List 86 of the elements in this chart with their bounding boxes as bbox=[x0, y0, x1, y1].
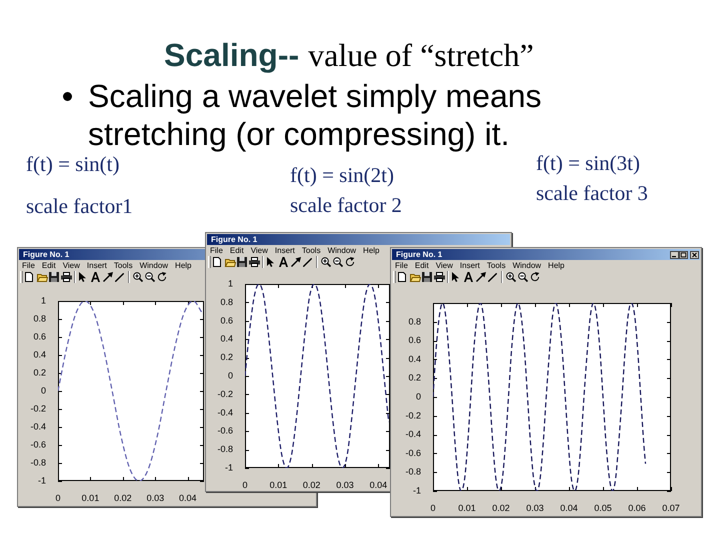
chart-subtitle: scale factor 3 bbox=[536, 181, 648, 205]
x-tick-label: 0.02 bbox=[302, 480, 320, 490]
y-tick-label: -1 bbox=[38, 475, 46, 486]
text: Figure No. 1 bbox=[396, 250, 442, 259]
text: Window bbox=[328, 246, 356, 255]
line-series bbox=[245, 284, 390, 468]
x-tick-label: 0 bbox=[242, 480, 248, 490]
y-tick-label: -0.2 bbox=[30, 403, 46, 414]
y-tick-label: 0.4 bbox=[33, 349, 46, 360]
text: Insert bbox=[274, 246, 295, 255]
text: Window bbox=[140, 261, 168, 270]
y-tick-label: 0 bbox=[416, 391, 421, 402]
text: Tools bbox=[486, 261, 506, 270]
x-tick-label: 0 bbox=[55, 492, 61, 503]
text: File bbox=[210, 246, 223, 255]
line-series bbox=[58, 301, 203, 481]
line-series bbox=[433, 303, 646, 491]
y-tick-label: -1 bbox=[412, 485, 421, 496]
text: View bbox=[250, 246, 268, 255]
y-tick-label: 0 bbox=[228, 370, 233, 380]
y-tick-label: -0.4 bbox=[405, 429, 421, 440]
y-tick-label: -0.2 bbox=[217, 388, 233, 399]
y-tick-label: 0.6 bbox=[408, 335, 421, 346]
y-tick-label: 0.8 bbox=[33, 313, 46, 324]
text: Insert bbox=[86, 261, 107, 270]
x-tick-label: 0.01 bbox=[82, 492, 100, 503]
text: value of “stretch” bbox=[308, 37, 534, 73]
text: Scaling-- bbox=[164, 37, 300, 73]
text: Edit bbox=[414, 261, 429, 270]
text: Help bbox=[548, 261, 564, 270]
y-tick-label: -0.8 bbox=[405, 466, 421, 477]
y-tick-label: 0.6 bbox=[220, 315, 233, 326]
text: Help bbox=[363, 246, 380, 255]
chart-subtitle: scale factor 2 bbox=[290, 193, 402, 217]
y-tick-label: -0.2 bbox=[405, 410, 421, 420]
y-tick-label: -0.6 bbox=[30, 439, 46, 450]
y-tick-label: -0.6 bbox=[217, 426, 233, 436]
y-tick-label: 0.4 bbox=[220, 334, 233, 344]
y-tick-label: -0.8 bbox=[30, 457, 46, 468]
text: Tools bbox=[302, 246, 321, 255]
x-tick-label: 0.06 bbox=[628, 502, 646, 513]
x-tick-label: 0.02 bbox=[114, 492, 132, 503]
x-tick-label: 0.03 bbox=[526, 502, 544, 513]
y-tick-label: 0.2 bbox=[33, 367, 46, 378]
y-tick-label: 0.4 bbox=[408, 354, 421, 364]
x-tick-label: 0.03 bbox=[146, 492, 164, 503]
y-tick-label: 1 bbox=[40, 295, 46, 306]
y-tick-label: -0.4 bbox=[30, 421, 46, 432]
y-tick-label: 0 bbox=[40, 385, 46, 396]
y-tick-label: 0.2 bbox=[220, 352, 233, 362]
text: Scaling a wavelet simply means stretching (or compressing) it. bbox=[88, 78, 542, 152]
x-tick-label: 0.04 bbox=[179, 492, 197, 503]
y-tick-label: 0.6 bbox=[33, 331, 46, 342]
y-tick-label: -0.4 bbox=[217, 407, 233, 418]
text: File bbox=[395, 261, 408, 270]
text: Figure No. 1 bbox=[23, 250, 70, 259]
text: Edit bbox=[42, 261, 56, 270]
chart-title: f(t) = sin(t) bbox=[26, 152, 120, 176]
text: Insert bbox=[460, 261, 480, 270]
x-tick-label: 0.05 bbox=[594, 502, 612, 513]
text: Figure No. 1 bbox=[211, 235, 258, 244]
x-tick-label: 0.01 bbox=[270, 480, 288, 490]
y-tick-label: 0.8 bbox=[408, 316, 421, 326]
y-tick-label: 1 bbox=[228, 278, 233, 288]
x-tick-label: 0.07 bbox=[662, 502, 680, 513]
text: File bbox=[22, 261, 35, 270]
text: Tools bbox=[114, 261, 133, 270]
y-tick-label: -0.6 bbox=[405, 448, 421, 458]
x-tick-label: 0.04 bbox=[560, 502, 578, 513]
y-tick-label: -0.8 bbox=[217, 444, 233, 454]
x-tick-label: 0.01 bbox=[458, 502, 476, 513]
text: Window bbox=[512, 261, 542, 270]
text: Edit bbox=[230, 246, 244, 255]
y-tick-label: 0.2 bbox=[408, 372, 421, 383]
x-tick-label: 0.04 bbox=[370, 480, 388, 490]
text: Help bbox=[175, 261, 192, 270]
x-tick-label: 0 bbox=[430, 502, 436, 513]
text: View bbox=[436, 261, 453, 270]
x-tick-label: 0.03 bbox=[336, 480, 354, 490]
text: View bbox=[62, 261, 80, 270]
chart-subtitle: scale factor1 bbox=[26, 194, 133, 218]
y-tick-label: 0.8 bbox=[220, 296, 233, 307]
x-tick-label: 0.02 bbox=[492, 502, 510, 513]
y-tick-label: -1 bbox=[224, 462, 233, 472]
chart-title: f(t) = sin(2t) bbox=[290, 163, 394, 187]
chart-title: f(t) = sin(3t) bbox=[536, 151, 640, 175]
